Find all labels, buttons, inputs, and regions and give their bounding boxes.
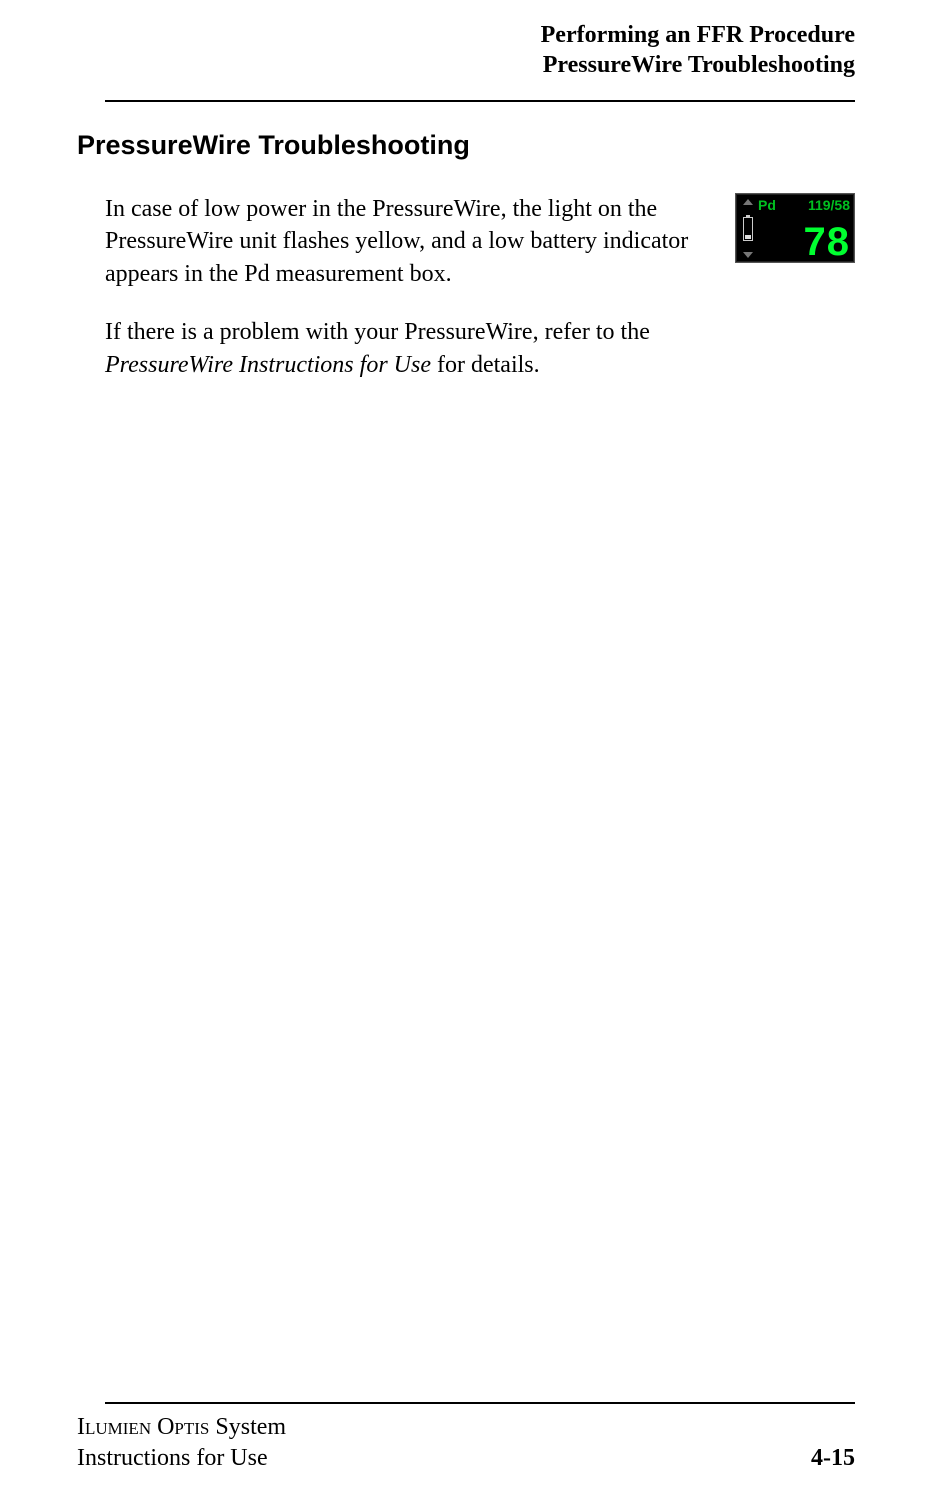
battery-low-icon	[743, 217, 753, 241]
body-row: In case of low power in the PressureWire…	[105, 193, 855, 407]
running-header-line2: PressureWire Troubleshooting	[105, 50, 855, 80]
pd-small-value: 119/58	[808, 197, 850, 213]
footer-system-rest: System	[209, 1414, 286, 1440]
spacer	[105, 407, 855, 1402]
paragraph-2-b: for details.	[431, 352, 540, 378]
footer: Ilumien Optis System Instructions for Us…	[77, 1412, 855, 1474]
paragraph-2-a: If there is a problem with your Pressure…	[105, 319, 650, 345]
footer-smallcaps-2: Optis	[157, 1414, 209, 1440]
footer-subtitle: Instructions for Use	[77, 1443, 286, 1474]
footer-smallcaps-1: Ilumien	[77, 1414, 151, 1440]
pd-left-column	[740, 197, 755, 260]
pd-top-row: Pd 119/58	[758, 197, 850, 213]
section-heading: PressureWire Troubleshooting	[77, 130, 855, 161]
paragraph-2-italic: PressureWire Instructions for Use	[105, 352, 431, 378]
paragraph-2: If there is a problem with your Pressure…	[105, 316, 713, 381]
running-header-line1: Performing an FFR Procedure	[105, 20, 855, 50]
body-text: In case of low power in the PressureWire…	[105, 193, 713, 407]
pd-label: Pd	[758, 197, 776, 213]
pd-big-value: 78	[758, 224, 850, 260]
page: Performing an FFR Procedure PressureWire…	[0, 0, 945, 1509]
running-header: Performing an FFR Procedure PressureWire…	[105, 20, 855, 80]
rule-bottom	[105, 1402, 855, 1404]
arrow-up-icon	[743, 199, 753, 205]
footer-left: Ilumien Optis System Instructions for Us…	[77, 1412, 286, 1474]
rule-top	[105, 100, 855, 102]
page-number: 4-15	[811, 1443, 855, 1474]
pd-right-column: Pd 119/58 78	[755, 197, 850, 260]
battery-fill	[745, 235, 751, 239]
paragraph-1: In case of low power in the PressureWire…	[105, 193, 713, 290]
arrow-down-icon	[743, 252, 753, 258]
pd-measurement-box: Pd 119/58 78	[735, 193, 855, 263]
footer-system-name: Ilumien Optis System	[77, 1412, 286, 1443]
